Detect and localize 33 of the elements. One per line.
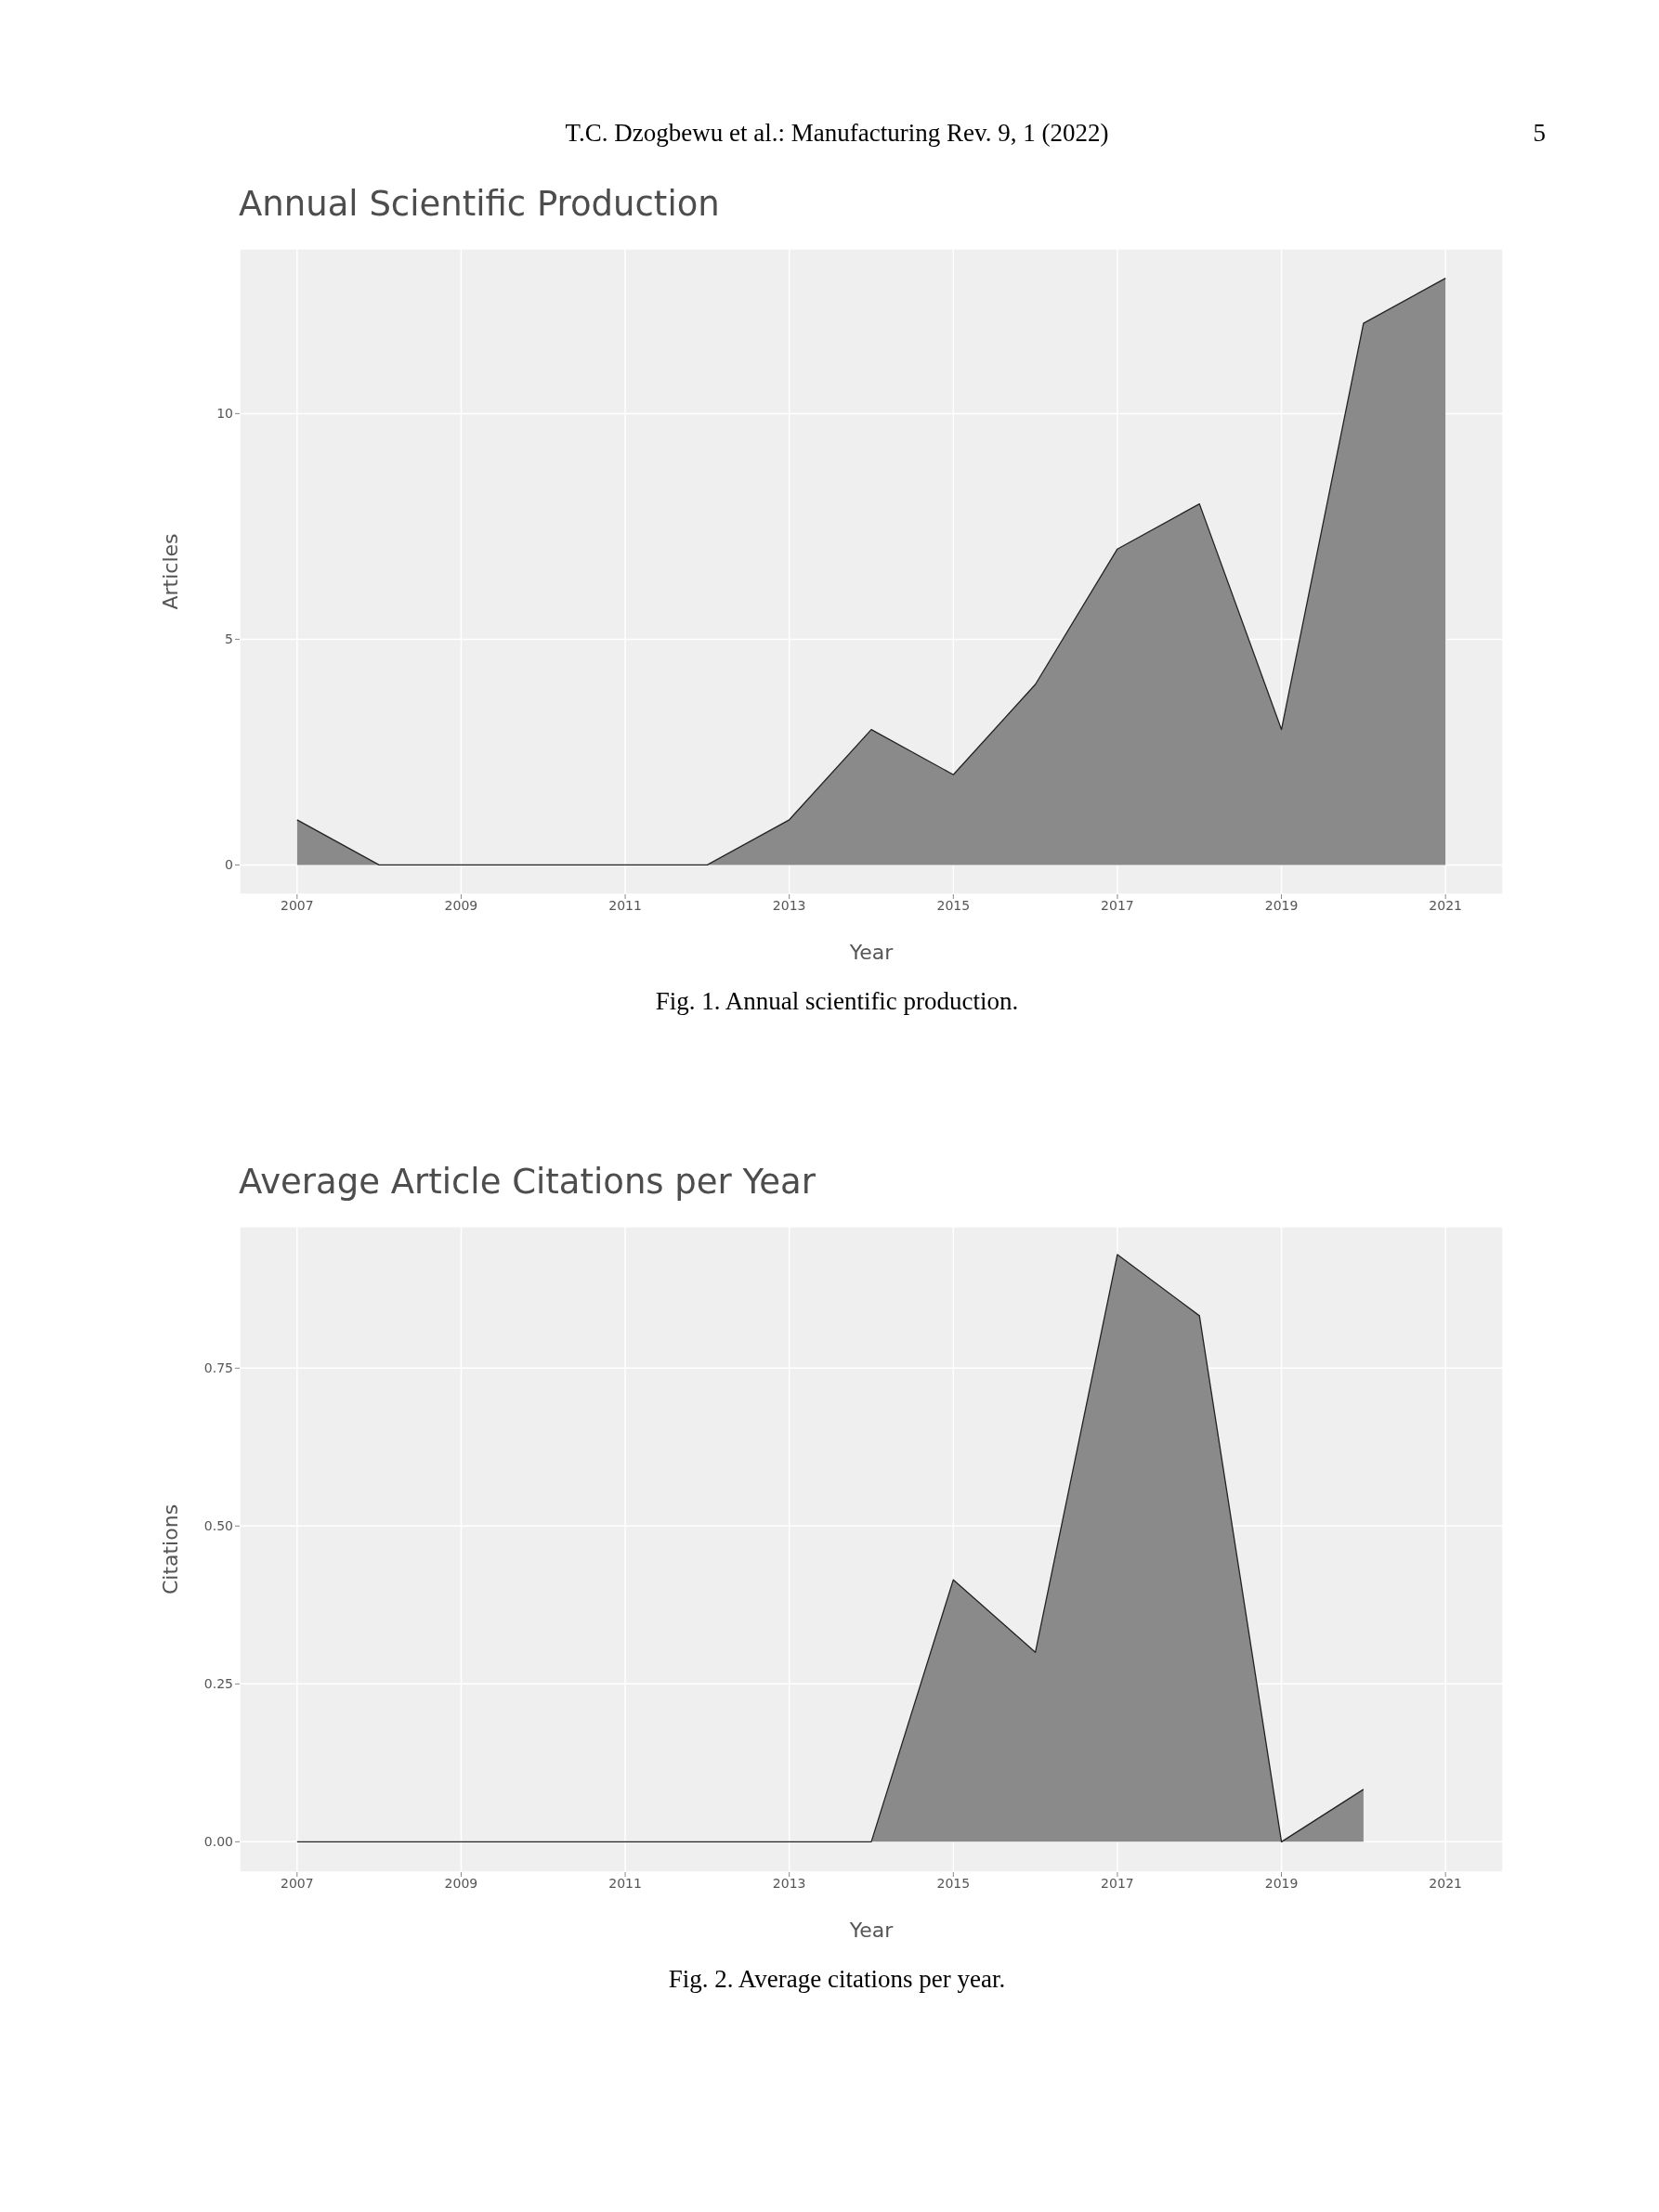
x-tick-label: 2009 [444, 897, 478, 913]
y-tick-label: 0.25 [203, 1676, 233, 1692]
x-tick-label: 2019 [1264, 1875, 1299, 1891]
x-tick-label: 2011 [608, 1875, 642, 1891]
y-tick-label: 5 [225, 631, 233, 647]
y-tick-label: 0.00 [203, 1834, 233, 1850]
y-tick-label: 0.75 [203, 1360, 233, 1376]
x-tick-label: 2021 [1429, 897, 1462, 913]
x-tick-label: 2007 [281, 897, 314, 913]
chart-title: Annual Scientific Production [239, 184, 720, 224]
x-tick-label: 2011 [608, 897, 642, 913]
x-tick-label: 2013 [772, 1875, 806, 1891]
chart-title: Average Article Citations per Year [239, 1162, 816, 1202]
x-tick-label: 2021 [1429, 1875, 1462, 1891]
x-tick-label: 2015 [936, 897, 971, 913]
x-tick-label: 2007 [281, 1875, 314, 1891]
x-tick-label: 2013 [772, 897, 806, 913]
caption: Fig. 1. Annual scientific production. [654, 987, 1020, 1016]
x-tick-label: 2017 [1101, 1875, 1134, 1891]
y-tick-label: 0 [225, 857, 233, 873]
y-tick-label: 10 [216, 406, 233, 422]
x-axis-title: Year [848, 1919, 895, 1942]
text: T.C. Dzogbewu et al.: Manufacturing Rev. 9, 1 (2022) [565, 119, 1109, 147]
text: 5 [1533, 119, 1546, 148]
x-tick-label: 2017 [1101, 897, 1134, 913]
caption: Fig. 2. Average citations per year. [667, 1965, 1007, 1994]
x-tick-label: 2015 [936, 1875, 971, 1891]
y-axis-title: Citations [158, 1503, 182, 1595]
y-tick-label: 0.50 [203, 1518, 233, 1534]
y-axis-title: Articles [158, 533, 182, 610]
x-tick-label: 2009 [444, 1875, 478, 1891]
x-tick-label: 2019 [1264, 897, 1299, 913]
x-axis-title: Year [848, 941, 895, 964]
